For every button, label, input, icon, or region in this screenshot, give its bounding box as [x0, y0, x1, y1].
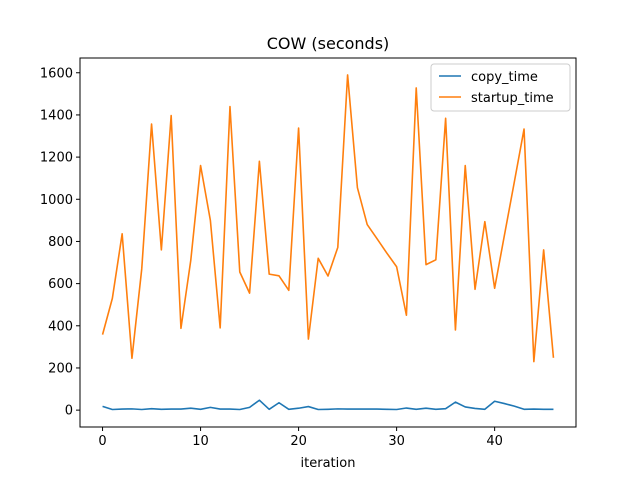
y-axis: 0 200 400 600 800 1000 1200 1400 1600: [40, 66, 80, 419]
y-tick-label: 1400: [40, 108, 73, 123]
x-tick-label: 0: [98, 434, 106, 449]
legend-label-startup_time: startup_time: [471, 91, 554, 106]
y-tick-label: 1000: [40, 193, 73, 208]
y-tick-label: 600: [48, 277, 73, 292]
legend-label-copy_time: copy_time: [471, 70, 538, 85]
x-tick-label: 10: [192, 434, 209, 449]
x-tick-label: 40: [486, 434, 503, 449]
x-tick-label: 30: [388, 434, 405, 449]
legend-box: [430, 63, 571, 112]
legend: copy_time startup_time: [430, 63, 571, 112]
y-tick-label: 1600: [40, 66, 73, 81]
x-axis-label: iteration: [301, 456, 356, 471]
series-line-copy_time: [102, 399, 554, 411]
x-axis: 0 10 20 30 40: [98, 427, 503, 449]
y-tick-label: 200: [48, 361, 73, 376]
plot-area: [101, 74, 555, 411]
y-tick-label: 1200: [40, 151, 73, 166]
y-tick-label: 800: [48, 235, 73, 250]
x-tick-label: 20: [290, 434, 307, 449]
axes-frame: [79, 57, 577, 428]
axes-border: [79, 57, 577, 428]
series-line-startup_time: [101, 74, 555, 363]
chart-title: COW (seconds): [267, 34, 390, 53]
y-tick-label: 400: [48, 319, 73, 334]
y-tick-label: 0: [65, 404, 73, 419]
